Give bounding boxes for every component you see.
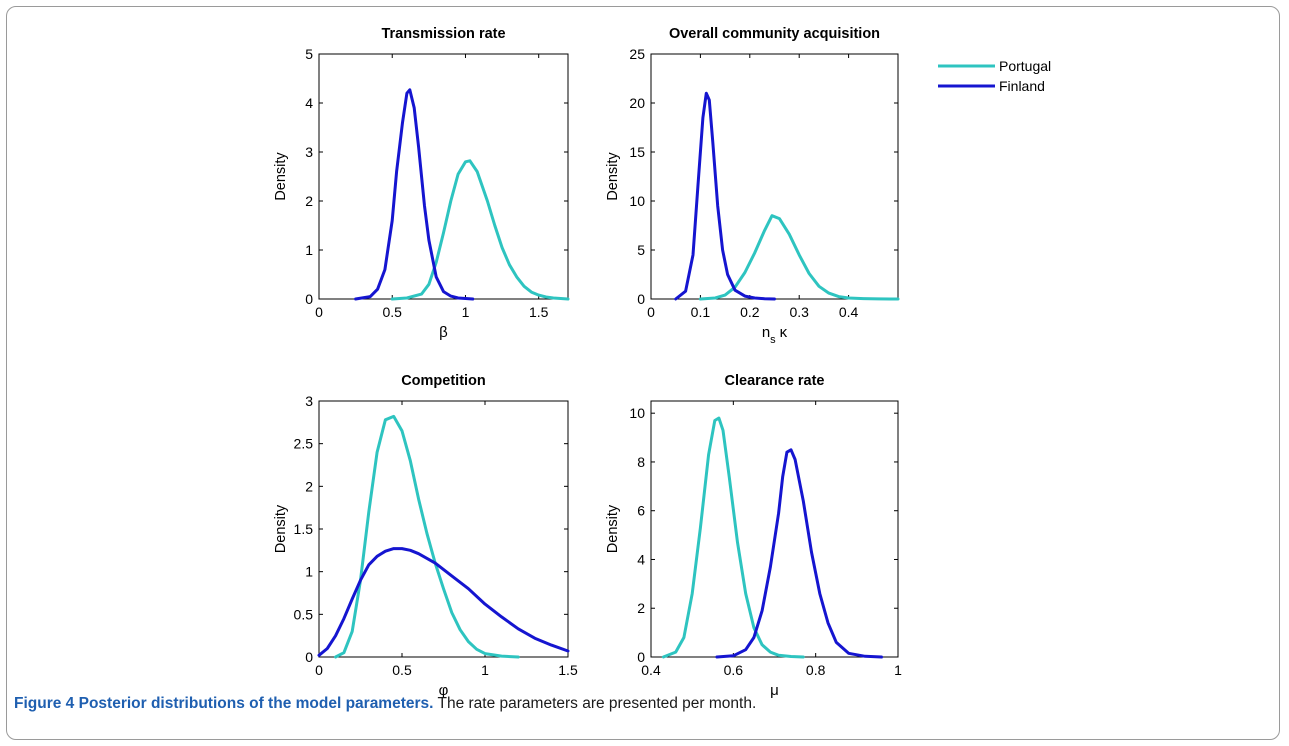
plot-area-box [650, 400, 899, 658]
chart-title: Clearance rate [725, 373, 825, 389]
series-line-finland [674, 91, 776, 301]
x-tick-label: 1 [462, 304, 470, 320]
x-tick-label: 0.1 [691, 304, 711, 320]
x-tick-label: 0.4 [839, 304, 859, 320]
chart-panel: 0 0.5 1 1.5 0 0.5 1 1.5 2 2.5 3 Competition Density φ [273, 373, 578, 699]
chart-title: Competition [401, 373, 486, 389]
series-line-portugal [661, 416, 805, 659]
x-axis-label-tail: κ [780, 324, 788, 341]
x-axis-label: β [439, 324, 448, 341]
y-tick-label: 1 [305, 564, 313, 580]
y-tick-label: 10 [629, 193, 645, 209]
y-tick-label: 6 [637, 503, 645, 519]
y-tick-label: 20 [629, 95, 645, 111]
y-axis-label: Density [605, 504, 621, 553]
x-axis-label: ns κ [762, 324, 788, 346]
y-axis-label: Density [273, 152, 289, 201]
y-tick-label: 4 [637, 551, 645, 567]
y-tick-label: 5 [637, 242, 645, 258]
x-tick-label: 1 [894, 662, 902, 678]
caption-text: The rate parameters are presented per mo… [437, 695, 757, 712]
x-tick-label: 1.5 [529, 304, 549, 320]
chart-title: Transmission rate [381, 26, 505, 42]
y-tick-label: 15 [629, 144, 645, 160]
x-tick-label: 0.4 [641, 662, 661, 678]
plot-area-box [318, 53, 569, 300]
x-tick-label: 1 [481, 662, 489, 678]
series-line-portugal [334, 414, 520, 659]
y-tick-label: 0 [637, 649, 645, 665]
y-tick-label: 25 [629, 46, 645, 62]
series-line-finland [715, 448, 883, 659]
y-tick-label: 10 [629, 405, 645, 421]
y-tick-label: 1.5 [294, 521, 314, 537]
y-tick-label: 3 [305, 393, 313, 409]
y-tick-label: 0 [305, 291, 313, 307]
series-line-portugal [698, 214, 900, 301]
x-axis-label: φ [439, 682, 449, 699]
plot-area-box [650, 53, 899, 300]
x-tick-label: 0.2 [740, 304, 760, 320]
figure-frame [6, 6, 1280, 740]
x-tick-label: 0.3 [789, 304, 809, 320]
legend: Portugal Finland [938, 58, 1051, 94]
x-tick-label: 0 [315, 304, 323, 320]
legend-label-finland: Finland [999, 78, 1045, 94]
x-axis-label-main: n [762, 324, 770, 341]
y-tick-label: 5 [305, 46, 313, 62]
x-tick-label: 0.5 [383, 304, 403, 320]
chart-title: Overall community acquisition [669, 26, 880, 42]
x-axis-label: μ [770, 682, 779, 699]
x-tick-label: 1.5 [558, 662, 578, 678]
y-tick-label: 2 [305, 193, 313, 209]
caption-title: Posterior distributions of the model par… [78, 695, 434, 712]
y-tick-label: 1 [305, 242, 313, 258]
y-tick-label: 0 [637, 291, 645, 307]
x-tick-label: 0.5 [392, 662, 412, 678]
caption-label: Figure 4 [14, 695, 75, 712]
y-tick-label: 2.5 [294, 436, 314, 452]
chart-panel: 0 0.5 1 1.5 0 1 2 3 4 5 Transmission rate Density β [273, 26, 570, 341]
series-line-portugal [390, 159, 570, 301]
y-tick-label: 0.5 [294, 606, 314, 622]
x-axis-label-sub: s [770, 334, 776, 346]
series-line-finland [354, 88, 475, 301]
figure-caption: Figure 4 Posterior distributions of the … [14, 695, 1264, 713]
y-axis-label: Density [273, 504, 289, 553]
y-tick-label: 2 [305, 478, 313, 494]
y-axis-label: Density [605, 152, 621, 201]
legend-label-portugal: Portugal [999, 58, 1051, 74]
y-tick-label: 8 [637, 454, 645, 470]
x-tick-label: 0.8 [806, 662, 826, 678]
y-tick-label: 3 [305, 144, 313, 160]
x-tick-label: 0 [315, 662, 323, 678]
y-tick-label: 0 [305, 649, 313, 665]
chart-panel: 0 0.1 0.2 0.3 0.4 0 5 10 15 20 25 Overall community… [605, 26, 900, 346]
plot-area-box [318, 400, 569, 658]
x-tick-label: 0 [647, 304, 655, 320]
y-tick-label: 4 [305, 95, 313, 111]
x-tick-label: 0.6 [724, 662, 744, 678]
y-tick-label: 2 [637, 600, 645, 616]
series-line-finland [317, 547, 570, 657]
